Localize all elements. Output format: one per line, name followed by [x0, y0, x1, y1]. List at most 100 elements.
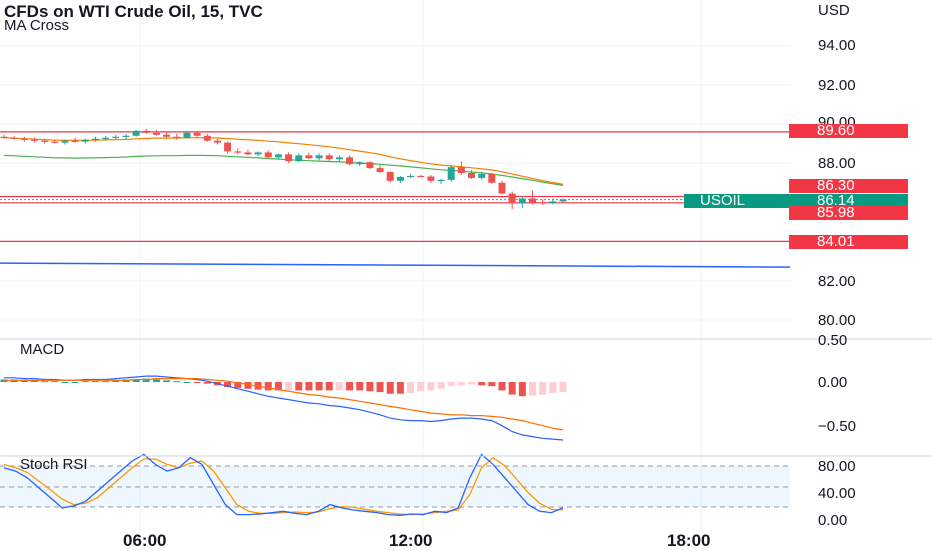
macd-histogram-bar — [315, 382, 323, 391]
candle-body — [488, 173, 496, 183]
candle-body — [122, 135, 130, 137]
macd-histogram-bar — [427, 382, 435, 391]
macd-histogram-bar — [203, 382, 211, 384]
candle-body — [152, 132, 160, 135]
macd-histogram-bar — [152, 379, 160, 382]
candle-body — [0, 136, 8, 138]
candle-body — [376, 168, 384, 173]
price-tick-80: 80.00 — [818, 312, 856, 329]
candle-body — [173, 136, 181, 138]
macd-histogram-bar — [447, 382, 455, 387]
macd-histogram-bar — [193, 382, 201, 383]
candle-body — [386, 172, 394, 181]
macd-histogram-bar — [376, 382, 384, 393]
macd-histogram-bar — [488, 382, 496, 387]
candle-body — [325, 155, 333, 160]
candlestick-series — [0, 128, 567, 210]
macd-histogram-bar — [81, 381, 89, 383]
candle-body — [102, 137, 110, 139]
symbol-badge: USOIL — [684, 193, 790, 208]
candle-body — [193, 132, 201, 136]
last-price-badge: 86.14 — [789, 193, 908, 208]
candle-body — [417, 175, 425, 178]
macd-histogram-bar — [183, 382, 191, 383]
ma-cross-indicator-label[interactable]: MA Cross — [4, 17, 70, 34]
macd-histogram-bar — [468, 382, 476, 385]
stoch-rsi-label[interactable]: Stoch RSI — [20, 456, 88, 473]
time-tick-1800: 18:00 — [667, 531, 711, 550]
time-tick-0600: 06:00 — [123, 531, 167, 550]
macd-histogram-bar — [508, 382, 516, 395]
candle-body — [468, 173, 476, 178]
candle-body — [142, 130, 150, 133]
macd-histogram-bar — [224, 382, 232, 388]
macd-histogram-bar — [437, 382, 445, 389]
macd-histogram-bar — [346, 382, 354, 391]
level-badge-85-98: 85.98 — [789, 205, 908, 220]
macd-histogram-bar — [325, 382, 333, 391]
candle-body — [305, 155, 313, 159]
macd-histogram-bar — [518, 382, 526, 397]
candle-body — [224, 142, 232, 152]
macd-histogram-bar — [295, 382, 303, 391]
chart-title[interactable]: CFDs on WTI Crude Oil, 15, TVC — [4, 2, 263, 21]
macd-histogram-bar — [529, 382, 537, 396]
macd-histogram-bar — [478, 382, 486, 386]
candle-body — [315, 155, 323, 159]
candle-body — [264, 152, 272, 158]
stoch-k-line — [3, 453, 564, 516]
macd-line — [4, 375, 564, 441]
candle-body — [518, 198, 526, 204]
price-tick-92: 92.00 — [818, 77, 856, 94]
candle-body — [30, 139, 38, 141]
candle-body — [508, 193, 516, 204]
macd-histogram-bar — [20, 380, 28, 382]
macd-histogram-bar — [244, 382, 252, 389]
candle-body — [549, 201, 557, 204]
candle-body — [447, 167, 455, 180]
stoch-rsi-panel — [3, 453, 564, 516]
macd-histogram-bar — [30, 380, 38, 382]
macd-panel — [0, 375, 567, 441]
candle-body — [335, 157, 343, 160]
macd-histogram-bar — [539, 382, 547, 395]
stoch-tick-40: 40.00 — [818, 485, 856, 502]
macd-histogram-bar — [51, 381, 59, 383]
macd-label[interactable]: MACD — [20, 341, 65, 358]
macd-histogram-bar — [559, 382, 567, 393]
candle-body — [295, 155, 303, 162]
macd-tick-0-50: 0.50 — [818, 332, 848, 349]
level-badge-86-30: 86.30 — [789, 178, 908, 193]
macd-histogram-bar — [549, 382, 557, 393]
candle-body — [478, 173, 486, 178]
macd-histogram-bar — [41, 381, 49, 383]
level-badge-84-01: 84.01 — [789, 234, 908, 249]
stoch-tick-80: 80.00 — [818, 458, 856, 475]
candle-body — [529, 198, 537, 203]
macd-histogram-bar — [142, 378, 150, 382]
currency-label: USD — [818, 2, 850, 19]
macd-histogram-bar — [132, 379, 140, 382]
macd-histogram-bar — [457, 382, 465, 386]
blue-trendline[interactable] — [0, 262, 791, 268]
stoch-guide-lines — [0, 465, 790, 508]
candle-body — [20, 138, 28, 140]
macd-histogram-bar — [366, 382, 374, 392]
stoch-d-line — [3, 456, 564, 516]
macd-histogram-bar — [234, 382, 242, 388]
macd-histogram-bar — [498, 382, 506, 391]
macd-histogram-bar — [407, 382, 415, 393]
macd-histogram-bar — [102, 381, 110, 383]
macd-histogram-bar — [163, 380, 171, 382]
macd-histogram-bar — [173, 381, 181, 383]
macd-histogram-bar — [335, 382, 343, 391]
candle-body — [10, 137, 18, 139]
macd-histogram-bar — [356, 382, 364, 391]
macd-histogram-bar — [386, 382, 394, 394]
macd-histogram-bar — [417, 382, 425, 392]
macd-histogram-bar — [305, 382, 313, 391]
candle-body — [183, 132, 191, 138]
price-level-lines — [0, 131, 791, 268]
macd-histogram-bar — [112, 380, 120, 382]
